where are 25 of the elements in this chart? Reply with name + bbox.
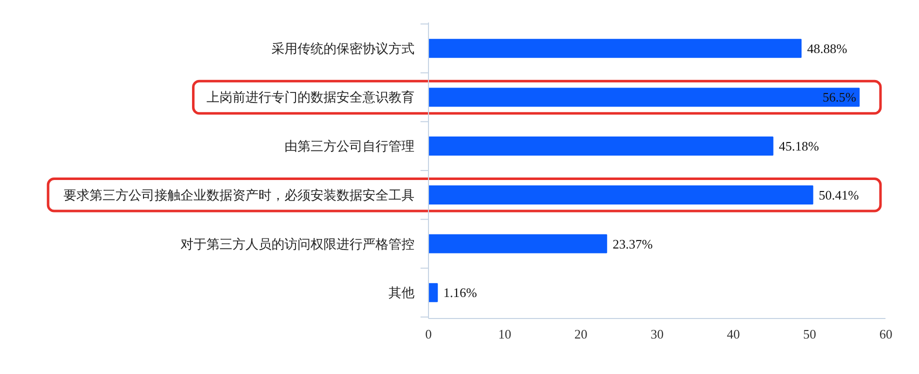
x-tick-label: 0 <box>425 326 432 342</box>
data-label: 56.5% <box>822 90 856 105</box>
x-tick-label: 20 <box>574 326 588 342</box>
bar <box>428 234 608 254</box>
x-tick-label: 10 <box>498 326 512 342</box>
y-tick-label: 上岗前进行专门的数据安全意识教育 <box>206 90 414 105</box>
y-tick-label: 对于第三方人员的访问权限进行严格管控 <box>180 236 414 252</box>
data-label: 1.16% <box>443 285 478 300</box>
y-tick-label: 采用传统的保密协议方式 <box>271 40 414 56</box>
x-tick-label: 30 <box>650 326 664 342</box>
y-tick-label: 由第三方公司自行管理 <box>284 138 414 154</box>
bar <box>428 185 814 204</box>
data-label: 45.18% <box>778 138 820 154</box>
bar <box>428 38 802 58</box>
x-tick-label: 50 <box>803 326 816 342</box>
data-label: 23.37% <box>612 236 653 252</box>
y-tick-label: 其他 <box>388 285 414 300</box>
data-label: 50.41% <box>818 187 859 202</box>
bar <box>428 283 438 302</box>
y-tick-label: 要求第三方公司接触企业数据资产时，必须安装数据安全工具 <box>63 187 414 202</box>
bar <box>428 88 860 107</box>
data-label: 48.88% <box>807 40 848 56</box>
bar <box>428 136 774 156</box>
x-tick-label: 60 <box>879 326 892 342</box>
x-tick-label: 40 <box>726 326 740 342</box>
